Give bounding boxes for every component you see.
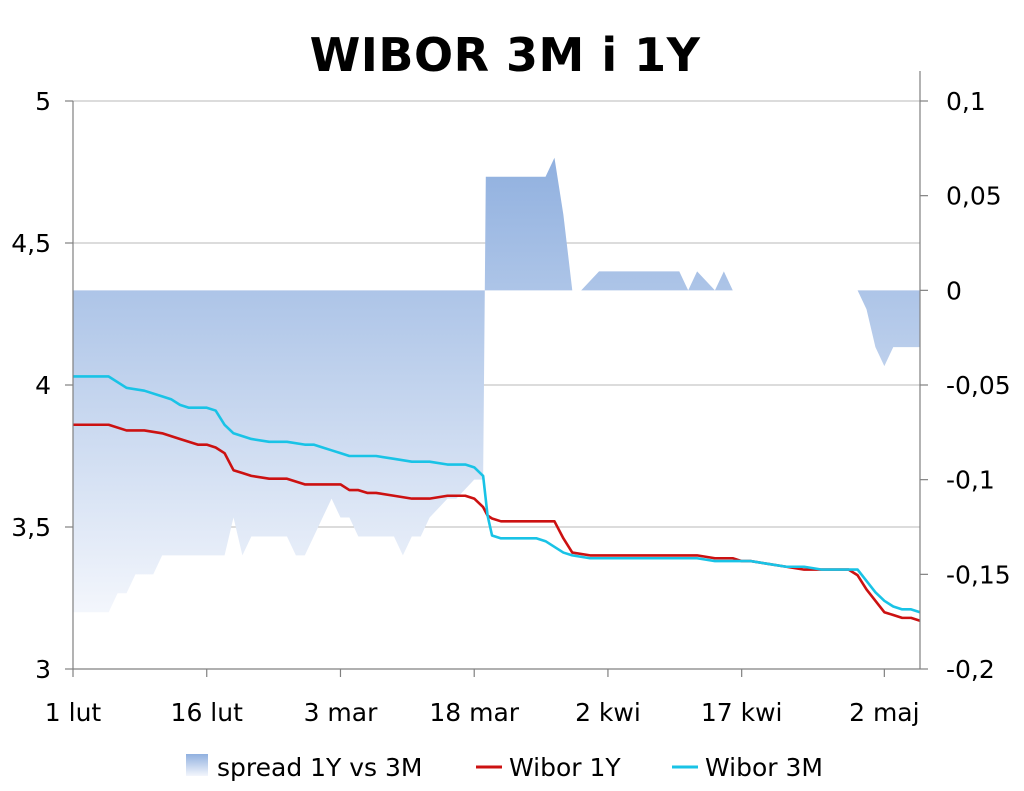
left-tick-label: 3 — [35, 655, 51, 684]
x-tick-label: 1 lut — [45, 698, 102, 727]
left-tick-label: 3,5 — [11, 513, 51, 542]
legend-label: Wibor 1Y — [509, 753, 621, 782]
x-tick-label: 3 mar — [304, 698, 379, 727]
right-tick-label: 0 — [946, 276, 962, 305]
legend: spread 1Y vs 3M Wibor 1Y Wibor 3M — [186, 753, 823, 782]
x-tick-label: 2 maj — [849, 698, 919, 727]
right-tick-label: -0,1 — [946, 466, 995, 495]
x-tick-label: 18 mar — [429, 698, 519, 727]
legend-label: spread 1Y vs 3M — [217, 753, 423, 782]
right-tick-label: -0,2 — [946, 655, 995, 684]
x-tick-label: 16 lut — [171, 698, 244, 727]
spread-area-layer — [73, 157, 920, 613]
right-tick-label: 0,05 — [946, 182, 1002, 211]
right-tick-label: 0,1 — [946, 87, 986, 116]
legend-label: Wibor 3M — [705, 753, 823, 782]
axes: 3 3,5 4 4,5 5 -0,2 -0,15 -0,1 -0,05 0 0,05 0,1 1 lut… — [11, 71, 1011, 727]
chart-title: WIBOR 3M i 1Y — [309, 28, 701, 82]
left-tick-label: 4,5 — [11, 229, 51, 258]
wibor-3m-line — [73, 375, 921, 614]
line-series-layer — [73, 375, 921, 622]
legend-swatch-spread — [186, 754, 208, 776]
right-tick-label: -0,15 — [946, 560, 1011, 589]
left-tick-label: 4 — [35, 371, 51, 400]
right-tick-label: -0,05 — [946, 371, 1011, 400]
spread-area — [73, 157, 920, 613]
x-tick-label: 17 kwi — [701, 698, 783, 727]
left-tick-label: 5 — [35, 87, 51, 116]
x-tick-label: 2 kwi — [575, 698, 641, 727]
